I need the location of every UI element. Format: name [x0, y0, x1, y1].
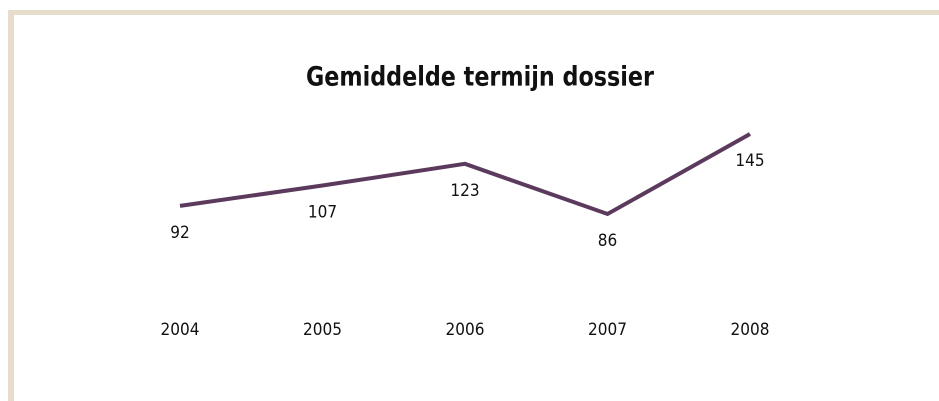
x-tick-label: 2005 [303, 320, 342, 340]
frame-top [8, 10, 939, 15]
frame-left [8, 10, 14, 401]
data-label: 107 [308, 203, 337, 223]
data-label: 86 [598, 231, 617, 251]
x-tick-label: 2004 [161, 320, 200, 340]
data-line [179, 132, 751, 217]
data-label: 145 [735, 151, 764, 171]
x-tick-label: 2007 [588, 320, 627, 340]
data-label: 123 [450, 181, 479, 201]
chart-title: Gemiddelde termijn dossier [306, 62, 655, 93]
data-label: 92 [170, 223, 189, 243]
x-tick-label: 2008 [731, 320, 770, 340]
x-tick-label: 2006 [446, 320, 485, 340]
